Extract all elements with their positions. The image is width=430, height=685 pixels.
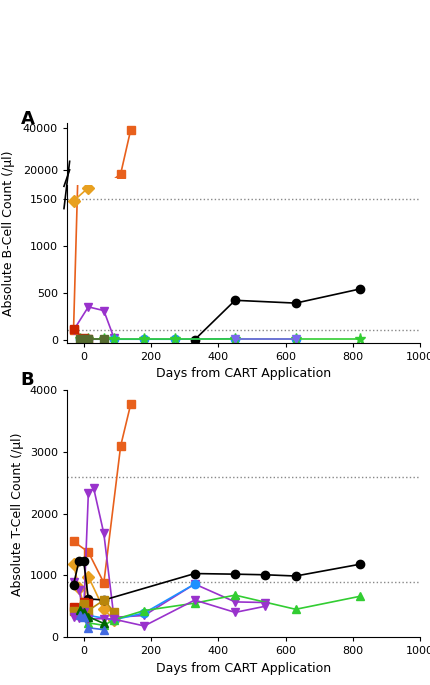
Text: B: B — [21, 371, 34, 388]
X-axis label: Days from CART Application: Days from CART Application — [156, 367, 330, 380]
X-axis label: Days from CART Application: Days from CART Application — [156, 662, 330, 675]
Y-axis label: Absolute T-Cell Count (/µl): Absolute T-Cell Count (/µl) — [11, 432, 24, 595]
Text: Absolute B-Cell Count (/µl): Absolute B-Cell Count (/µl) — [2, 150, 15, 316]
Text: A: A — [21, 110, 35, 127]
